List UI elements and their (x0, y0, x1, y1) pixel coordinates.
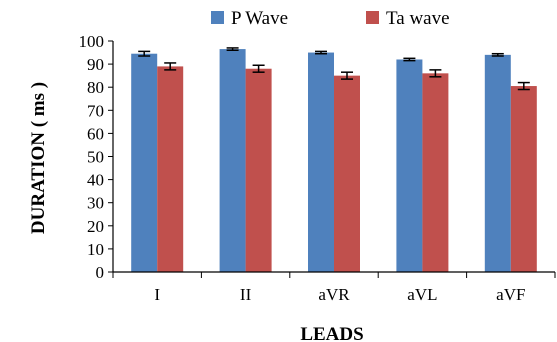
x-axis-ticks: I II aVR aVL aVF (112, 272, 556, 304)
legend-swatch (211, 11, 224, 24)
bar-p-wave-I (131, 53, 158, 272)
y-axis-title: DURATION ( ms ) (28, 82, 49, 234)
error-bar (517, 81, 530, 91)
y-tick-label: 70 (87, 101, 104, 120)
bar-p-wave-aVF (484, 54, 511, 272)
x-tick-label: II (240, 285, 252, 304)
bar-p-wave-II (219, 49, 246, 273)
legend-label: P Wave (231, 8, 288, 29)
error-bar (403, 57, 416, 62)
error-bar (491, 52, 504, 57)
y-tick-label: 20 (87, 217, 104, 236)
error-bar (252, 64, 265, 73)
error-bar (138, 50, 151, 57)
x-tick-label: aVL (407, 285, 437, 304)
y-tick-label: 40 (87, 171, 104, 190)
x-tick-label: aVR (318, 285, 350, 304)
error-bar (429, 69, 442, 78)
bar-ta-wave-aVR (334, 75, 360, 273)
bar-p-wave-aVR (308, 52, 334, 272)
bar-p-wave-aVL (396, 59, 423, 273)
x-tick-label: I (154, 285, 160, 304)
y-tick-label: 60 (87, 124, 104, 143)
axes (112, 41, 555, 273)
y-tick-label: 80 (87, 78, 104, 97)
x-axis-title: LEADS (300, 324, 363, 342)
y-tick-label: 10 (87, 240, 104, 259)
y-tick-label: 50 (87, 148, 104, 167)
y-axis-ticks: 0 10 20 30 40 50 60 70 80 90 100 (79, 32, 113, 282)
bar-ta-wave-I (157, 66, 184, 272)
legend: P Wave Ta wave (211, 8, 450, 29)
y-tick-label: 30 (87, 194, 104, 213)
error-bar (341, 71, 353, 80)
legend-swatch (366, 11, 379, 24)
error-bar (164, 62, 177, 71)
bars (131, 47, 537, 273)
y-tick-label: 0 (96, 263, 105, 282)
error-bar (315, 50, 327, 55)
bar-ta-wave-II (245, 68, 272, 272)
bar-ta-wave-aVL (422, 73, 449, 272)
x-tick-label: aVF (496, 285, 525, 304)
y-tick-label: 90 (87, 55, 104, 74)
error-bar (226, 47, 239, 51)
legend-label: Ta wave (386, 8, 450, 29)
y-tick-label: 100 (79, 32, 105, 51)
bar-ta-wave-aVF (510, 86, 537, 272)
